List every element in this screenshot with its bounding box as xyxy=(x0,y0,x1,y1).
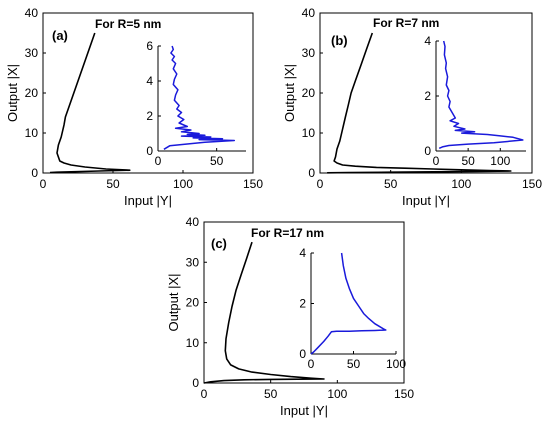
inset-series-line xyxy=(163,45,236,150)
x-tick-label: 150 xyxy=(394,387,414,401)
y-tick-label: 20 xyxy=(302,86,316,100)
y-tick-label: 0 xyxy=(31,166,38,180)
panel-title: For R=7 nm xyxy=(373,16,439,30)
panel-tag: (b) xyxy=(331,33,348,48)
y-tick-label: 40 xyxy=(302,6,316,20)
inset-y-tick-label: 0 xyxy=(299,347,306,361)
y-tick-label: 30 xyxy=(186,255,200,269)
x-tick-label: 150 xyxy=(243,177,263,191)
x-tick-label: 50 xyxy=(106,177,120,191)
inset-y-tick-label: 0 xyxy=(146,144,153,158)
y-tick-label: 40 xyxy=(25,6,39,20)
y-tick-label: 0 xyxy=(192,376,199,390)
x-tick-label: 100 xyxy=(451,177,471,191)
panel-title: For R=17 nm xyxy=(251,226,324,240)
inset-y-tick-label: 6 xyxy=(146,39,153,53)
x-tick-label: 50 xyxy=(384,177,398,191)
y-tick-label: 30 xyxy=(302,46,316,60)
x-axis-label: Input |Y| xyxy=(124,193,172,208)
inset-series-line xyxy=(310,252,387,355)
y-tick-label: 10 xyxy=(302,126,316,140)
y-tick-label: 20 xyxy=(186,296,200,310)
y-tick-label: 0 xyxy=(308,166,315,180)
x-tick-label: 50 xyxy=(264,387,278,401)
x-tick-label: 100 xyxy=(173,177,193,191)
x-tick-label: 0 xyxy=(201,387,208,401)
panel-title: For R=5 nm xyxy=(95,17,161,31)
inset-series-line xyxy=(438,40,524,149)
series-line xyxy=(203,241,325,384)
inset-x-tick-label: 100 xyxy=(490,154,510,168)
inset-background xyxy=(309,251,398,356)
inset-x-tick-label: 50 xyxy=(347,357,361,371)
inset-x-tick-label: 50 xyxy=(461,154,475,168)
y-axis-label: Output |X| xyxy=(166,273,181,331)
y-tick-label: 40 xyxy=(186,215,200,229)
x-axis-label: Input |Y| xyxy=(402,193,450,208)
panel-tag: (c) xyxy=(211,236,227,251)
inset-x-tick-label: 100 xyxy=(386,357,406,371)
inset-y-tick-label: 4 xyxy=(424,34,431,48)
series-line xyxy=(49,32,131,174)
inset-x-tick-label: 0 xyxy=(308,357,315,371)
y-tick-label: 30 xyxy=(25,46,39,60)
inset-x-tick-label: 0 xyxy=(433,154,440,168)
series-line xyxy=(327,32,512,174)
inset-y-tick-label: 2 xyxy=(299,297,306,311)
inset-y-tick-label: 4 xyxy=(299,246,306,260)
inset-y-tick-label: 0 xyxy=(424,144,431,158)
inset-y-tick-label: 2 xyxy=(146,109,153,123)
x-tick-label: 100 xyxy=(327,387,347,401)
y-axis-label: Output |X| xyxy=(5,64,20,122)
y-axis-label: Output |X| xyxy=(282,64,297,122)
x-axis-label: Input |Y| xyxy=(280,403,328,418)
x-tick-label: 0 xyxy=(317,177,324,191)
inset-x-tick-label: 50 xyxy=(210,154,224,168)
x-tick-label: 0 xyxy=(40,177,47,191)
y-tick-label: 10 xyxy=(186,336,200,350)
inset-y-tick-label: 4 xyxy=(146,74,153,88)
panel-tag: (a) xyxy=(52,28,68,43)
y-tick-label: 10 xyxy=(25,126,39,140)
x-tick-label: 150 xyxy=(522,177,542,191)
inset-x-tick-label: 0 xyxy=(155,154,162,168)
inset-y-tick-label: 2 xyxy=(424,89,431,103)
y-tick-label: 20 xyxy=(25,86,39,100)
